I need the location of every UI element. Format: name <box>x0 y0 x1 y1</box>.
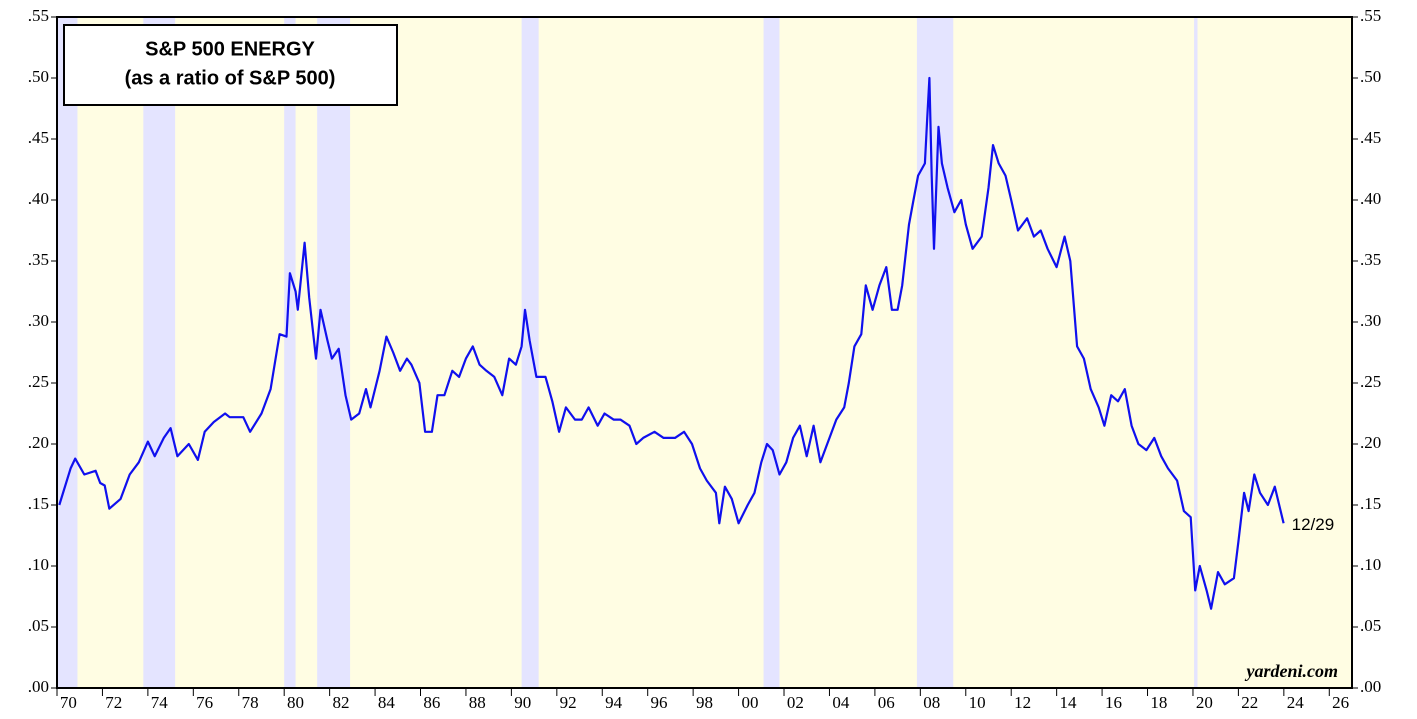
y-tick-label: .15 <box>28 494 49 513</box>
y-tick-label-right: .10 <box>1360 555 1381 574</box>
x-tick-label: 96 <box>651 693 668 712</box>
x-tick-label: 18 <box>1150 693 1167 712</box>
x-tick-label: 20 <box>1196 693 1213 712</box>
y-tick-label: .25 <box>28 372 49 391</box>
y-tick-label-right: .35 <box>1360 250 1381 269</box>
x-tick-label: 10 <box>969 693 986 712</box>
y-tick-label: .05 <box>28 616 49 635</box>
y-tick-label: .50 <box>28 67 49 86</box>
y-tick-label-right: .50 <box>1360 67 1381 86</box>
x-tick-label: 84 <box>378 693 396 712</box>
recession-band <box>143 17 176 688</box>
chart-subtitle: (as a ratio of S&P 500) <box>125 67 336 89</box>
y-tick-label-right: .15 <box>1360 494 1381 513</box>
x-tick-label: 08 <box>923 693 940 712</box>
y-tick-label: .45 <box>28 128 49 147</box>
recession-band <box>1194 17 1198 688</box>
x-tick-label: 70 <box>60 693 77 712</box>
x-tick-label: 80 <box>287 693 304 712</box>
y-tick-label: .10 <box>28 555 49 574</box>
x-tick-label: 22 <box>1241 693 1258 712</box>
x-tick-label: 12 <box>1014 693 1031 712</box>
plot-frame <box>56 16 1353 689</box>
x-tick-label: 72 <box>105 693 122 712</box>
x-tick-label: 74 <box>151 693 169 712</box>
x-tick-label: 92 <box>560 693 577 712</box>
plot-background <box>57 17 1352 688</box>
title-box: S&P 500 ENERGY (as a ratio of S&P 500) <box>63 24 398 106</box>
y-tick-label: .55 <box>28 6 49 25</box>
x-tick-label: 06 <box>878 693 895 712</box>
x-tick-label: 86 <box>423 693 440 712</box>
recession-band <box>763 17 780 688</box>
recession-band <box>317 17 351 688</box>
x-tick-label: 14 <box>1060 693 1078 712</box>
recession-band <box>284 17 296 688</box>
title-frame <box>63 24 398 106</box>
y-tick-label-right: .55 <box>1360 6 1381 25</box>
x-tick-label: 02 <box>787 693 804 712</box>
y-tick-label-right: .40 <box>1360 189 1381 208</box>
y-tick-label: .40 <box>28 189 49 208</box>
x-tick-label: 04 <box>832 693 850 712</box>
recession-band <box>521 17 539 688</box>
x-tick-label: 90 <box>514 693 531 712</box>
y-tick-label: .00 <box>28 677 49 696</box>
y-tick-label-right: .20 <box>1360 433 1381 452</box>
plot-area: .00 .00 .05 .05 .10 .10 .15 .15 .20 .20 .25 .25 .30.… <box>28 6 1382 712</box>
recession-band <box>57 17 78 688</box>
y-tick-label-right: .05 <box>1360 616 1381 635</box>
y-tick-label-right: .25 <box>1360 372 1381 391</box>
x-tick-label: 16 <box>1105 693 1122 712</box>
x-tick-label: 98 <box>696 693 713 712</box>
y-tick-label: .30 <box>28 311 49 330</box>
chart-title: S&P 500 ENERGY <box>145 38 315 60</box>
x-tick-label: 94 <box>605 693 623 712</box>
y-tick-label: .35 <box>28 250 49 269</box>
x-tick-label: 24 <box>1287 693 1305 712</box>
data-line <box>58 76 1285 610</box>
end-annotation: 12/29 <box>1292 515 1335 534</box>
source: yardeni.com <box>1245 661 1339 681</box>
y-tick-label-right: .30 <box>1360 311 1381 330</box>
x-tick-label: 78 <box>242 693 259 712</box>
recession-band <box>916 17 954 688</box>
y-tick-label-right: .45 <box>1360 128 1381 147</box>
x-tick-label: 00 <box>741 693 758 712</box>
x-tick-label: 82 <box>332 693 349 712</box>
x-tick-label: 76 <box>196 693 213 712</box>
y-tick-label: .20 <box>28 433 49 452</box>
y-tick-label-right: .00 <box>1360 677 1381 696</box>
x-tick-label: 26 <box>1332 693 1349 712</box>
x-tick-label: 88 <box>469 693 486 712</box>
